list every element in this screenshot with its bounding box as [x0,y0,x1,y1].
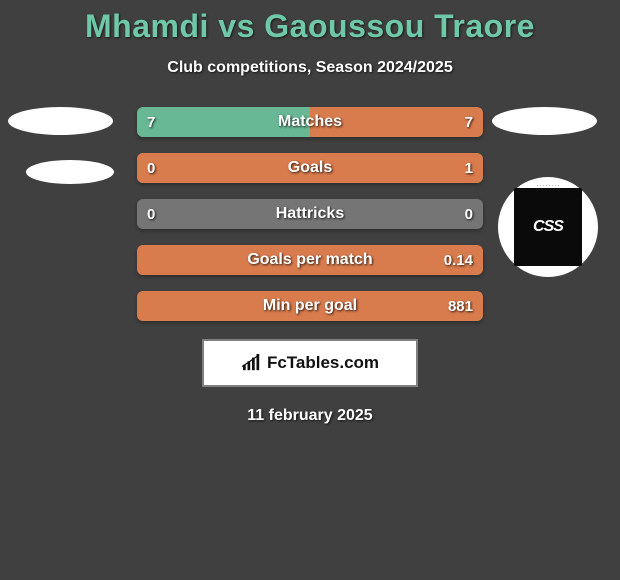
stat-label: Matches [137,107,483,137]
stat-row: 0.14Goals per match [137,245,483,275]
ellipse-icon [26,160,114,184]
stat-label: Min per goal [137,291,483,321]
ellipse-icon [492,107,597,135]
stat-label: Goals [137,153,483,183]
club-code: CSS [533,218,563,236]
subtitle: Club competitions, Season 2024/2025 [0,59,620,77]
player-right-badge: · · · · · · · · CSS [492,107,612,277]
stat-row: 77Matches [137,107,483,137]
footer-date: 11 february 2025 [0,407,620,425]
ellipse-icon [8,107,113,135]
club-badge: · · · · · · · · CSS [498,177,598,277]
club-inner: CSS [514,188,582,266]
stat-rows: 77Matches 01Goals 00Hattricks 0.14Goals per… [137,107,483,337]
stats-zone: · · · · · · · · CSS 77Matches 01Goals 00Ha… [0,107,620,327]
brand-text: FcTables.com [267,353,379,373]
page-title: Mhamdi vs Gaoussou Traore [0,8,620,45]
stat-row: 881Min per goal [137,291,483,321]
stat-row: 00Hattricks [137,199,483,229]
stat-label: Goals per match [137,245,483,275]
player-left-badge [8,107,128,209]
bar-chart-icon [241,354,263,372]
stat-label: Hattricks [137,199,483,229]
brand-box[interactable]: FcTables.com [202,339,418,387]
stat-row: 01Goals [137,153,483,183]
